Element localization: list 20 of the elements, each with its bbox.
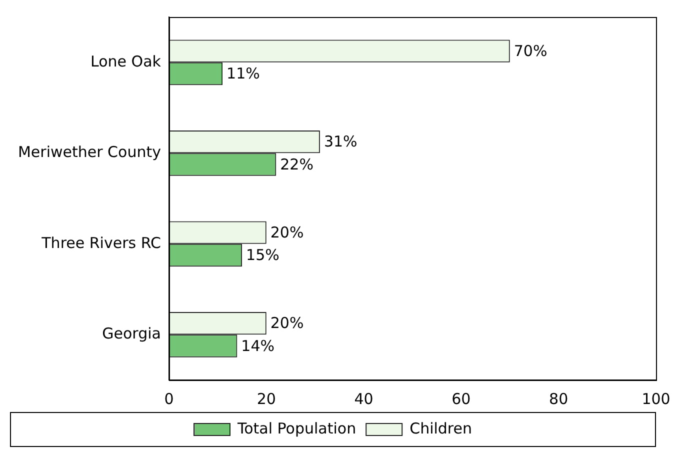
legend-label: Children — [410, 419, 472, 438]
x-tick-label: 100 — [642, 390, 670, 408]
x-tick-label: 40 — [354, 390, 374, 408]
data-label: 11% — [226, 64, 260, 83]
data-label: 20% — [270, 314, 304, 332]
x-tick-label: 20 — [256, 390, 276, 408]
data-label: 14% — [241, 336, 275, 355]
x-tick-label: 80 — [549, 390, 568, 408]
y-tick-label: Georgia — [102, 324, 161, 343]
x-tick-label: 60 — [452, 390, 471, 408]
data-label: 15% — [246, 246, 280, 264]
data-label: 22% — [280, 155, 314, 174]
x-tick-label: 0 — [164, 390, 174, 408]
y-tick-label: Meriwether County — [18, 143, 162, 162]
data-label: 20% — [270, 223, 304, 242]
legend-label: Total Population — [236, 419, 356, 438]
data-label: 70% — [514, 42, 548, 60]
y-tick-label: Three Rivers RC — [40, 234, 161, 252]
data-label: 31% — [324, 132, 358, 151]
y-tick-label: Lone Oak — [90, 52, 162, 70]
